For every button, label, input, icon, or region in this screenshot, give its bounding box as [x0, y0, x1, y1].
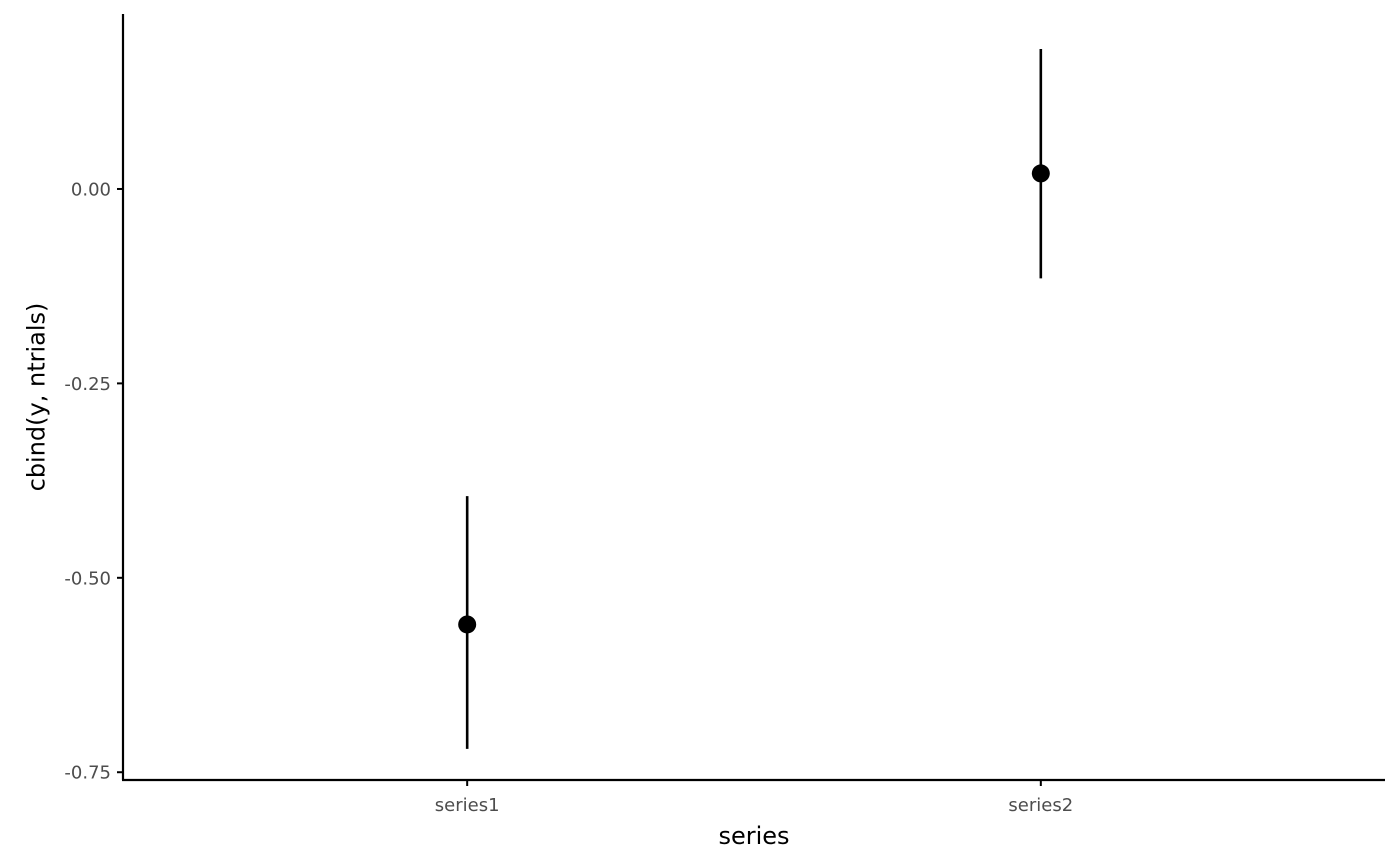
y-tick-label: 0.00 — [71, 179, 111, 200]
x-axis-ticks: series1 series2 — [435, 780, 1073, 816]
y-axis-title: cbind(y, ntrials) — [22, 303, 50, 492]
data-marks — [458, 48, 1050, 749]
data-point — [1031, 164, 1050, 183]
y-tick-label: -0.50 — [64, 568, 111, 589]
x-tick-label: series1 — [435, 795, 500, 816]
data-point — [458, 615, 477, 634]
plot-area — [458, 48, 1050, 749]
y-tick-label: -0.25 — [64, 374, 111, 395]
y-axis-ticks: 0.00 -0.25 -0.50 -0.75 — [64, 179, 123, 784]
y-tick-label: -0.75 — [64, 763, 111, 784]
x-axis-title: series — [718, 822, 789, 850]
x-tick-label: series2 — [1008, 795, 1073, 816]
